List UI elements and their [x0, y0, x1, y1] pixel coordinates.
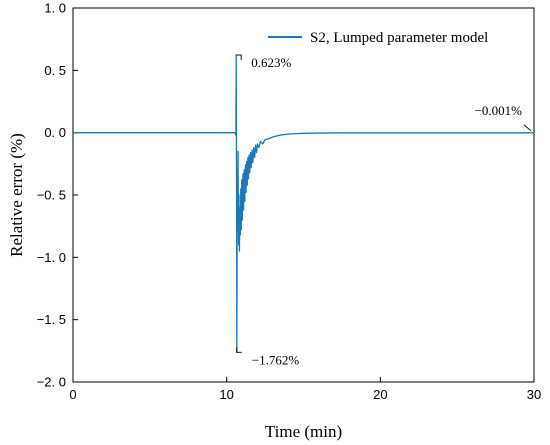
- x-axis-title: Time (min): [265, 422, 342, 441]
- annotation-leader-end: [523, 124, 532, 132]
- annotation-leader-max: [236, 54, 242, 60]
- annotation-leader-min: [236, 347, 242, 353]
- x-tick-label: 0: [69, 387, 76, 402]
- legend-entry-label: S2, Lumped parameter model: [310, 30, 488, 46]
- x-axis-ticks: 0 10 20 30: [69, 377, 541, 402]
- annotations: 0.623% −1.762% −0.001%: [236, 54, 532, 367]
- y-tick-label: 1. 0: [44, 1, 66, 16]
- annotation-end: −0.001%: [475, 103, 523, 118]
- x-tick-label: 30: [527, 387, 541, 402]
- annotation-min: −1.762%: [252, 352, 300, 367]
- y-tick-label: 0. 0: [44, 125, 66, 140]
- annotation-max: 0.623%: [251, 55, 291, 70]
- y-tick-label: −1. 5: [37, 312, 66, 327]
- series-line-s2: [73, 54, 534, 353]
- plot-frame: [72, 7, 535, 383]
- y-axis-ticks: 1. 0 0. 5 0. 0 −0. 5 −1. 0 −1. 5 −2. 0: [37, 1, 78, 390]
- x-tick-label: 10: [219, 387, 233, 402]
- y-tick-label: 0. 5: [44, 63, 66, 78]
- y-tick-label: −0. 5: [37, 188, 66, 203]
- y-tick-label: −2. 0: [37, 375, 66, 390]
- legend: S2, Lumped parameter model: [268, 30, 488, 46]
- y-axis-title: Relative error (%): [7, 133, 26, 257]
- y-tick-label: −1. 0: [37, 250, 66, 265]
- x-tick-label: 20: [373, 387, 387, 402]
